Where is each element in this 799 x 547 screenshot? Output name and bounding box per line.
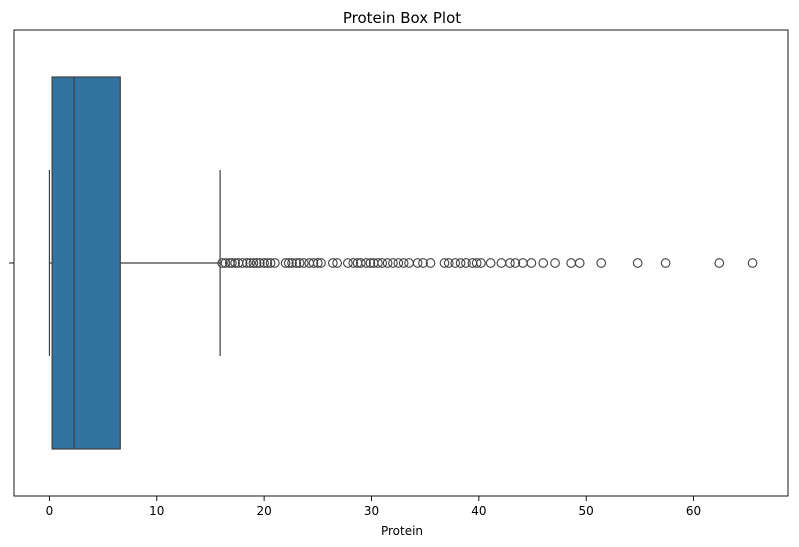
- outlier-point: [425, 258, 436, 268]
- outlier-point: [294, 258, 305, 268]
- x-tick-label: 0: [46, 504, 54, 518]
- outlier-point: [485, 258, 496, 268]
- outlier-point: [242, 258, 252, 268]
- outlier-point: [251, 258, 262, 268]
- outlier-point: [220, 258, 231, 268]
- x-tick-label: 60: [686, 504, 701, 518]
- outlier-point: [538, 258, 549, 268]
- outlier-point: [312, 258, 323, 268]
- outlier-point: [526, 258, 537, 268]
- outlier-point: [574, 258, 585, 268]
- outlier-point: [291, 258, 302, 268]
- outlier-point: [265, 258, 276, 268]
- x-tick-label: 50: [579, 504, 594, 518]
- outlier-point: [450, 258, 461, 268]
- outlier-point: [348, 258, 359, 268]
- x-tick-label: 20: [256, 504, 271, 518]
- outlier-point: [298, 258, 309, 268]
- outlier-point: [398, 258, 409, 268]
- outlier-point: [230, 258, 240, 268]
- x-tick-label: 10: [149, 504, 164, 518]
- outlier-point: [418, 258, 428, 268]
- outlier-points: [217, 258, 758, 268]
- outlier-point: [283, 258, 294, 268]
- outlier-point: [476, 258, 486, 268]
- outlier-point: [270, 258, 280, 268]
- outlier-point: [461, 258, 471, 268]
- outlier-point: [373, 258, 383, 268]
- outlier-point: [550, 258, 560, 268]
- outlier-point: [248, 258, 259, 268]
- x-tick-label: 30: [364, 504, 379, 518]
- outlier-point: [316, 258, 326, 268]
- outlier-point: [361, 258, 371, 268]
- x-axis: 0 10 20 30 40 50 60: [46, 496, 701, 518]
- outlier-point: [471, 258, 482, 268]
- outlier-point: [217, 258, 228, 268]
- outlier-point: [412, 258, 423, 268]
- outlier-point: [660, 258, 671, 268]
- chart-title: Protein Box Plot: [343, 9, 461, 27]
- outlier-point: [308, 258, 319, 268]
- x-tick-label: 40: [471, 504, 486, 518]
- outlier-point: [439, 258, 450, 268]
- outlier-point: [382, 258, 393, 268]
- outlier-point: [355, 258, 366, 268]
- plot-area: 0 10 20 30 40 50 60: [9, 29, 789, 518]
- outlier-point: [455, 258, 466, 268]
- outlier-point: [596, 258, 607, 268]
- outlier-point: [377, 258, 388, 268]
- outlier-point: [393, 258, 404, 268]
- outlier-point: [365, 258, 376, 268]
- outlier-point: [404, 258, 414, 268]
- outlier-point: [237, 258, 248, 268]
- outlier-point: [496, 258, 507, 268]
- outlier-point: [245, 258, 256, 268]
- outlier-point: [254, 258, 265, 268]
- outlier-point: [262, 258, 273, 268]
- outlier-point: [343, 258, 353, 268]
- outlier-point: [566, 258, 577, 268]
- outlier-point: [332, 258, 342, 268]
- x-axis-label: Protein: [381, 524, 423, 538]
- outlier-point: [510, 258, 521, 268]
- outlier-point: [632, 258, 643, 268]
- outlier-point: [747, 258, 758, 268]
- outlier-point: [505, 258, 515, 268]
- box-group: [48, 76, 221, 450]
- outlier-point: [327, 258, 338, 268]
- outlier-point: [443, 258, 454, 268]
- iqr-box: [51, 76, 121, 450]
- outlier-point: [259, 258, 269, 268]
- outlier-point: [287, 258, 297, 268]
- outlier-point: [280, 258, 291, 268]
- outlier-point: [714, 258, 725, 268]
- outlier-point: [388, 258, 398, 268]
- outlier-point: [227, 258, 237, 268]
